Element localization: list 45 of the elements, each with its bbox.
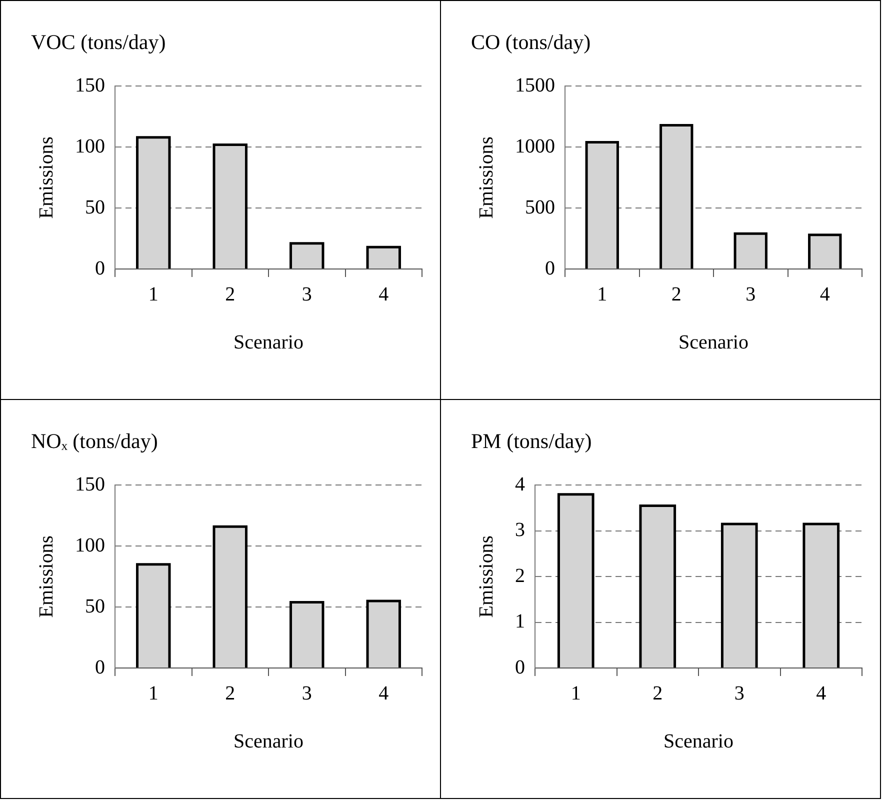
y-axis-title: Emissions [475, 535, 498, 618]
x-tick-label: 1 [570, 682, 581, 704]
x-axis-title: Scenario [234, 331, 304, 354]
x-axis-title: Scenario [664, 730, 734, 752]
y-tick-label: 3 [515, 519, 525, 542]
x-tick-label: 4 [816, 682, 826, 704]
y-tick-label: 1 [515, 610, 525, 633]
y-tick-label: 0 [95, 656, 105, 678]
x-tick-label: 2 [671, 283, 682, 306]
x-tick-label: 3 [746, 283, 756, 306]
x-tick-label: 4 [378, 283, 389, 306]
y-axis-title: Emissions [475, 136, 498, 219]
y-tick-label: 0 [515, 656, 525, 678]
y-tick-label: 0 [545, 257, 555, 280]
x-tick-label: 2 [652, 682, 663, 704]
x-tick-label: 1 [148, 682, 158, 704]
y-tick-label: 100 [75, 135, 105, 158]
y-tick-label: 50 [85, 595, 105, 618]
y-tick-label: 500 [525, 196, 555, 218]
x-tick-label: 2 [225, 283, 236, 306]
chart-title: CO (tons/day) [471, 30, 591, 54]
y-tick-label: 100 [75, 534, 105, 556]
y-tick-label: 4 [515, 473, 525, 496]
y-tick-label: 2 [515, 564, 525, 587]
x-axis-title: Scenario [234, 730, 304, 752]
x-axis-title: Scenario [678, 331, 748, 354]
x-tick-label: 4 [820, 283, 830, 306]
x-tick-label: 3 [302, 682, 312, 704]
y-tick-label: 0 [95, 257, 105, 280]
x-tick-label: 2 [225, 682, 236, 704]
y-tick-label: 150 [75, 473, 105, 496]
x-tick-label: 1 [148, 283, 158, 306]
x-tick-label: 3 [734, 682, 744, 704]
x-tick-label: 3 [302, 283, 312, 306]
y-tick-label: 150 [75, 74, 105, 96]
x-tick-label: 1 [597, 283, 608, 306]
y-tick-label: 1000 [515, 135, 555, 158]
chart-title: PM (tons/day) [471, 429, 592, 454]
y-axis-title: Emissions [35, 136, 58, 219]
chart-title: NOₓ (tons/day) [31, 429, 158, 454]
y-axis-title: Emissions [35, 535, 58, 618]
y-tick-label: 1500 [515, 74, 555, 96]
y-tick-label: 50 [85, 196, 105, 218]
x-tick-label: 4 [378, 682, 389, 704]
chart-title: VOC (tons/day) [31, 30, 166, 54]
